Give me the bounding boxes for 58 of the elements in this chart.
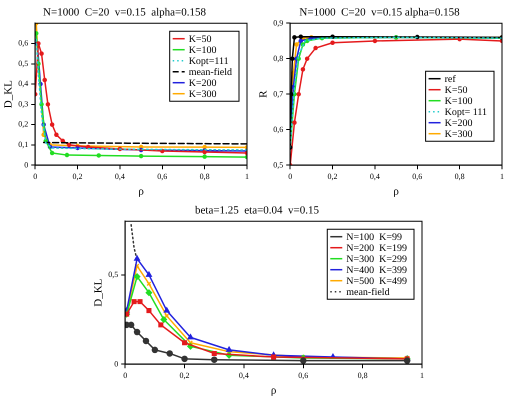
x-tick-label: 0,2 [328, 172, 338, 182]
y-tick-label: 0,6 [273, 124, 284, 134]
legend-label: mean-field [188, 66, 232, 78]
y-tick-label: 0,5 [108, 270, 118, 279]
legend-label: K=300 [188, 88, 217, 100]
x-tick-label: 0,2 [180, 371, 190, 380]
legend-label: K=200 [188, 78, 217, 89]
legend-label: ref [444, 74, 456, 85]
x-tick-label: 0 [123, 371, 128, 380]
y-tick-label: 0,8 [273, 54, 284, 63]
x-tick-label: 0,6 [412, 172, 422, 182]
y-axis-title: D_KL [2, 80, 14, 108]
x-tick-label: 1 [245, 172, 249, 182]
y-tick-label: 0,1 [18, 140, 28, 150]
y-tick-label: 0,5 [18, 58, 28, 68]
chart-title: N=1000 C=20 v=0.15 alpha=0.158 [299, 6, 460, 18]
legend-label: N=200 K=199 [346, 242, 408, 254]
x-tick-label: 1 [500, 172, 504, 182]
x-tick-label: 0,8 [200, 172, 210, 182]
x-tick-label: 0 [288, 172, 292, 182]
x-tick-label: 0,8 [358, 371, 368, 380]
x-tick-label: 0,8 [454, 172, 465, 182]
x-tick-label: 0 [33, 172, 38, 182]
legend-label: N=300 K=299 [346, 254, 408, 265]
y-tick-label: 0,6 [18, 38, 28, 48]
legend-label: K=50 [444, 84, 468, 96]
legend-label: N=500 K=499 [346, 276, 408, 287]
legend-label: N=100 K=99 [346, 232, 402, 243]
legend-label: Kopt=111 [188, 56, 229, 67]
x-tick-label: 0,6 [298, 371, 308, 380]
legend-label: N=400 K=399 [346, 264, 408, 276]
y-tick-label: 0,5 [273, 160, 284, 170]
legend-label: mean-field [346, 286, 390, 298]
x-tick-label: 0,4 [370, 172, 380, 182]
chart-title: beta=1.25 eta=0.04 v=0.15 [194, 204, 320, 216]
x-tick-label: 0,2 [72, 172, 83, 182]
x-tick-label: 0,4 [114, 172, 125, 182]
y-tick-label: 0,3 [18, 99, 28, 108]
x-tick-label: 1 [420, 371, 424, 380]
x-tick-label: 0,4 [238, 371, 249, 380]
legend-label: K=100 [188, 44, 217, 56]
legend-label: K=300 [444, 128, 472, 140]
y-axis-title: D_KL [92, 278, 104, 307]
x-axis-title: ρ [393, 185, 400, 198]
y-tick-label: 0,9 [273, 18, 284, 28]
legend-label: K=100 [444, 96, 472, 107]
y-tick-label: 0,4 [18, 79, 28, 88]
y-tick-label: 0,7 [273, 89, 284, 98]
legend-label: K=50 [188, 34, 212, 45]
x-axis-title: ρ [138, 185, 144, 198]
chart-title: N=1000 C=20 v=0.15 alpha=0.158 [43, 6, 206, 18]
legend-label: Kopt= 111 [444, 106, 488, 118]
y-axis-title: R [257, 90, 270, 98]
x-axis-title: ρ [270, 384, 277, 396]
legend-label: K=200 [444, 118, 472, 129]
y-tick-label: 0 [24, 160, 28, 170]
y-tick-label: 0,2 [18, 120, 28, 129]
x-tick-label: 0,6 [157, 172, 168, 182]
